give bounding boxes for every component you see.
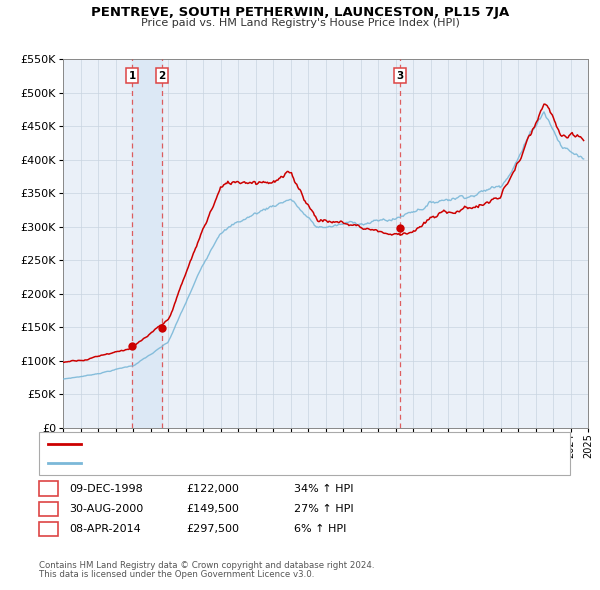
Text: 2: 2	[158, 71, 166, 81]
Text: 30-AUG-2000: 30-AUG-2000	[69, 504, 143, 513]
Text: £297,500: £297,500	[186, 524, 239, 533]
Text: PENTREVE, SOUTH PETHERWIN, LAUNCESTON, PL15 7JA (detached house): PENTREVE, SOUTH PETHERWIN, LAUNCESTON, P…	[87, 439, 463, 449]
Text: 09-DEC-1998: 09-DEC-1998	[69, 484, 143, 493]
Text: 34% ↑ HPI: 34% ↑ HPI	[294, 484, 353, 493]
Text: PENTREVE, SOUTH PETHERWIN, LAUNCESTON, PL15 7JA: PENTREVE, SOUTH PETHERWIN, LAUNCESTON, P…	[91, 6, 509, 19]
Text: 1: 1	[45, 484, 52, 493]
Text: 27% ↑ HPI: 27% ↑ HPI	[294, 504, 353, 513]
Text: 3: 3	[397, 71, 404, 81]
Text: 6% ↑ HPI: 6% ↑ HPI	[294, 524, 346, 533]
Text: This data is licensed under the Open Government Licence v3.0.: This data is licensed under the Open Gov…	[39, 570, 314, 579]
Text: Contains HM Land Registry data © Crown copyright and database right 2024.: Contains HM Land Registry data © Crown c…	[39, 560, 374, 569]
Text: £122,000: £122,000	[186, 484, 239, 493]
Text: 1: 1	[128, 71, 136, 81]
Text: Price paid vs. HM Land Registry's House Price Index (HPI): Price paid vs. HM Land Registry's House …	[140, 18, 460, 28]
Text: 08-APR-2014: 08-APR-2014	[69, 524, 141, 533]
Text: 3: 3	[45, 524, 52, 533]
Text: HPI: Average price, detached house, Cornwall: HPI: Average price, detached house, Corn…	[87, 458, 317, 468]
Text: 2: 2	[45, 504, 52, 513]
Bar	[132, 59, 162, 428]
Text: £149,500: £149,500	[186, 504, 239, 513]
